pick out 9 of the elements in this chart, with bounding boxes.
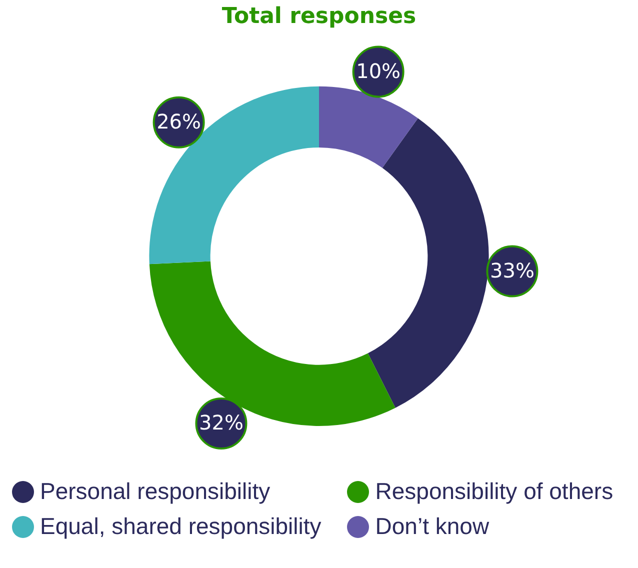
data-label: 26% [156,110,202,134]
legend-label: Don’t know [375,513,490,540]
legend-label: Equal, shared responsibility [40,513,322,540]
data-label: 33% [490,258,534,282]
data-label: 10% [356,58,401,83]
legend-label: Responsibility of others [375,478,614,505]
data-label: 32% [199,410,244,435]
legend-label: Personal responsibility [40,478,270,505]
chart-title: Total responses [222,4,416,29]
